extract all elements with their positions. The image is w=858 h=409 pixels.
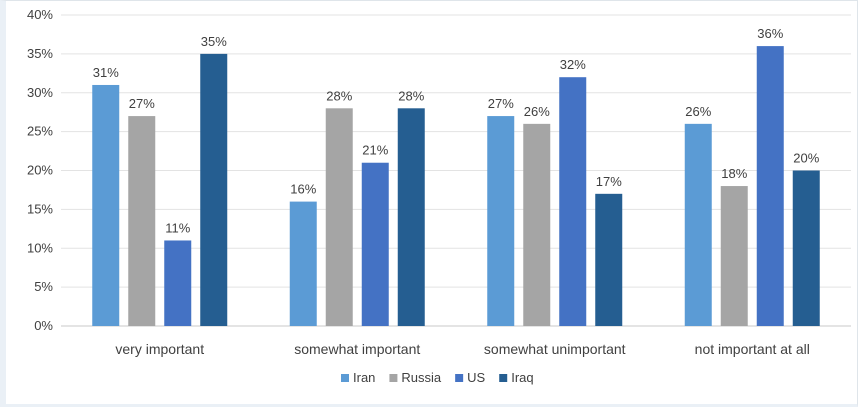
bar-chart: 0% 5% 10% 15% 20% 25% 30% 35% 40% 31% 27% 11% 35% 16…	[27, 7, 851, 385]
legend-swatch	[499, 374, 508, 382]
bar	[128, 116, 156, 326]
y-tick-label: 30%	[27, 85, 53, 100]
data-label: 27%	[488, 96, 514, 111]
y-tick-label: 25%	[27, 124, 53, 139]
x-axis: very important somewhat important somewhat…	[115, 341, 809, 357]
data-label: 32%	[560, 57, 586, 72]
legend: Iran Russia US Iraq	[341, 370, 534, 385]
data-label: 17%	[596, 174, 622, 189]
bars: 31% 27% 11% 35% 16% 28% 21% 28% 27% 26% 32% 17% 26% 1…	[92, 26, 820, 326]
bar	[92, 84, 120, 326]
data-label: 27%	[129, 96, 155, 111]
y-tick-label: 35%	[27, 46, 53, 61]
bar	[487, 116, 515, 326]
bar	[684, 123, 712, 326]
data-label: 11%	[165, 220, 190, 235]
x-category-label: not important at all	[695, 341, 810, 357]
data-label: 28%	[326, 88, 352, 103]
data-label: 20%	[793, 151, 819, 166]
legend-label: Russia	[401, 370, 442, 385]
bar	[361, 162, 389, 326]
legend-label: Iraq	[511, 370, 533, 385]
data-label: 28%	[398, 88, 424, 103]
data-label: 31%	[93, 65, 119, 80]
x-category-label: somewhat important	[294, 341, 420, 357]
bar	[164, 240, 192, 326]
legend-swatch	[389, 374, 398, 382]
y-tick-label: 5%	[34, 279, 53, 294]
bar	[325, 108, 353, 326]
bar	[289, 201, 317, 326]
bar	[200, 53, 228, 326]
y-tick-label: 20%	[27, 163, 53, 178]
y-tick-label: 10%	[27, 240, 53, 255]
bar	[756, 46, 784, 326]
data-label: 21%	[362, 143, 388, 158]
bar	[720, 186, 748, 326]
legend-swatch	[455, 374, 464, 382]
data-label: 36%	[757, 26, 783, 41]
data-label: 16%	[290, 182, 316, 197]
bar	[523, 123, 551, 326]
x-category-label: somewhat unimportant	[484, 341, 626, 357]
data-label: 18%	[721, 166, 747, 181]
y-axis: 0% 5% 10% 15% 20% 25% 30% 35% 40%	[27, 7, 53, 333]
data-label: 26%	[685, 104, 711, 119]
data-label: 35%	[201, 34, 227, 49]
y-tick-label: 40%	[27, 7, 53, 22]
y-tick-label: 15%	[27, 201, 53, 216]
bar	[559, 77, 587, 326]
y-tick-label: 0%	[34, 318, 53, 333]
legend-label: Iran	[353, 370, 375, 385]
legend-label: US	[467, 370, 485, 385]
bar	[595, 193, 623, 326]
bar	[397, 108, 425, 326]
gridlines	[61, 14, 851, 327]
x-category-label: very important	[115, 341, 204, 357]
bar	[792, 170, 820, 326]
data-label: 26%	[524, 104, 550, 119]
legend-swatch	[341, 374, 349, 382]
